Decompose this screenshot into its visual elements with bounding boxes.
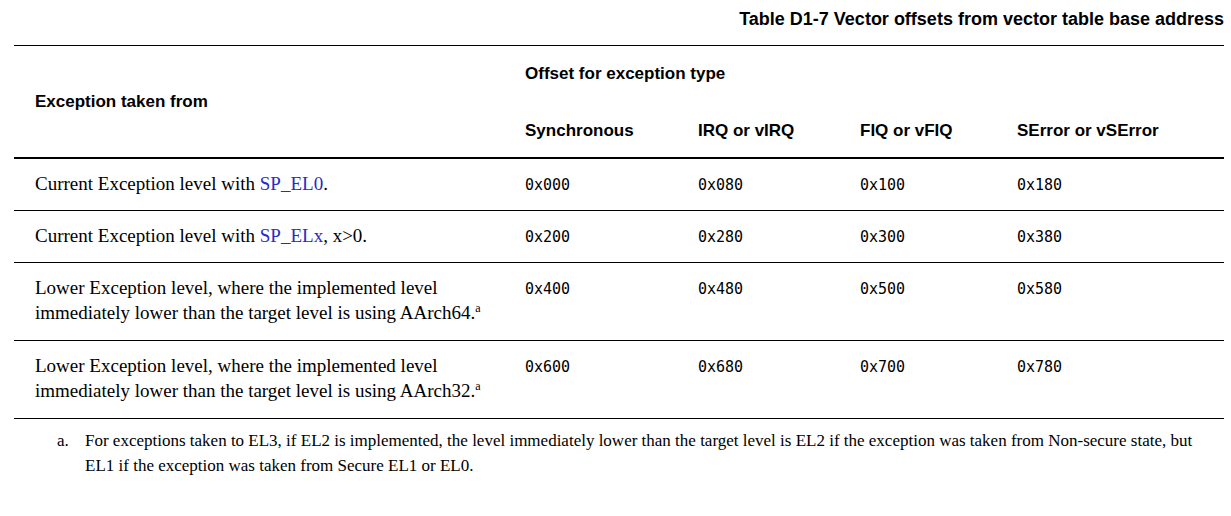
table-header: Exception taken from Offset for exceptio… <box>14 46 1224 157</box>
row-text: Current Exception level with <box>35 173 260 194</box>
offset-serror-cell: 0x180 <box>1017 173 1224 198</box>
table-caption: Table D1-7 Vector offsets from vector ta… <box>0 0 1231 29</box>
row-text-suffix: , x>0. <box>323 225 367 246</box>
column-header-irq: IRQ or vIRQ <box>698 121 860 141</box>
exception-source-cell: Lower Exception level, where the impleme… <box>14 353 525 403</box>
offset-subcolumns: Synchronous IRQ or vIRQ FIQ or vFIQ SErr… <box>525 121 1224 141</box>
offset-fiq-cell: 0x300 <box>860 225 1017 250</box>
offset-irq-cell: 0x680 <box>698 355 860 380</box>
column-header-serror: SError or vSError <box>1017 121 1224 141</box>
footnote-ref-a: a <box>475 301 480 315</box>
offset-irq-cell: 0x480 <box>698 277 860 302</box>
row-text: Lower Exception level, where the impleme… <box>35 355 475 401</box>
offset-irq-cell: 0x080 <box>698 173 860 198</box>
table-row: Lower Exception level, where the impleme… <box>14 263 1224 340</box>
column-header-synchronous: Synchronous <box>525 121 698 141</box>
table-rule-bottom <box>14 418 1224 419</box>
offset-irq-cell: 0x280 <box>698 225 860 250</box>
footnote-ref-a: a <box>475 379 480 393</box>
offset-sync-cell: 0x600 <box>525 355 698 380</box>
row-text-suffix: . <box>323 173 328 194</box>
footnote-text: For exceptions taken to EL3, if EL2 is i… <box>85 428 1197 478</box>
sp-elx-link[interactable]: SP_ELx <box>260 225 323 246</box>
offset-sync-cell: 0x000 <box>525 173 698 198</box>
table-row: Current Exception level with SP_EL0. 0x0… <box>14 159 1224 210</box>
offset-serror-cell: 0x780 <box>1017 355 1224 380</box>
group-header-offset-for-exception-type: Offset for exception type <box>525 64 1224 84</box>
vector-offsets-table: Exception taken from Offset for exceptio… <box>14 45 1224 419</box>
footnote-marker: a. <box>57 428 85 478</box>
offset-fiq-cell: 0x100 <box>860 173 1017 198</box>
sp-el0-link[interactable]: SP_EL0 <box>260 173 323 194</box>
offset-header-group: Offset for exception type Synchronous IR… <box>525 46 1224 157</box>
offset-sync-cell: 0x400 <box>525 277 698 302</box>
column-header-exception-taken-from: Exception taken from <box>14 92 525 112</box>
exception-source-cell: Lower Exception level, where the impleme… <box>14 275 525 325</box>
offset-fiq-cell: 0x700 <box>860 355 1017 380</box>
column-header-fiq: FIQ or vFIQ <box>860 121 1017 141</box>
exception-source-cell: Current Exception level with SP_ELx, x>0… <box>14 223 525 248</box>
exception-source-cell: Current Exception level with SP_EL0. <box>14 171 525 196</box>
offset-serror-cell: 0x580 <box>1017 277 1224 302</box>
table-row: Lower Exception level, where the impleme… <box>14 341 1224 418</box>
offset-sync-cell: 0x200 <box>525 225 698 250</box>
document-page: Table D1-7 Vector offsets from vector ta… <box>0 0 1231 516</box>
row-text: Lower Exception level, where the impleme… <box>35 277 475 323</box>
row-text: Current Exception level with <box>35 225 260 246</box>
offset-serror-cell: 0x380 <box>1017 225 1224 250</box>
table-footnote: a. For exceptions taken to EL3, if EL2 i… <box>57 428 1231 478</box>
table-row: Current Exception level with SP_ELx, x>0… <box>14 211 1224 262</box>
offset-fiq-cell: 0x500 <box>860 277 1017 302</box>
